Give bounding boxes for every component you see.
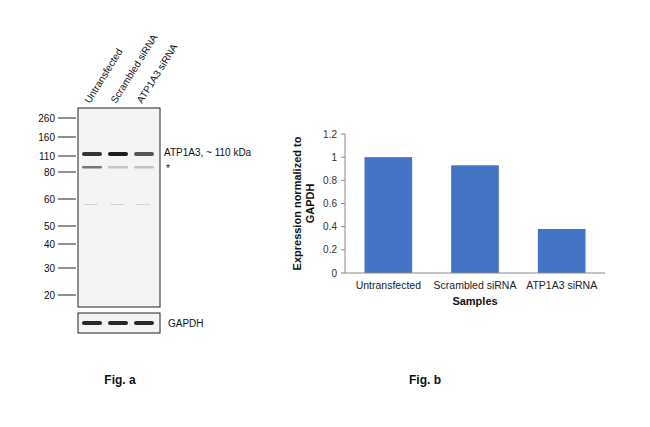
y-tick <box>341 249 345 250</box>
marker-tick <box>58 226 76 227</box>
y-tick <box>341 273 345 274</box>
y-axis <box>345 134 346 273</box>
band <box>134 166 154 169</box>
marker-label: 30 <box>44 263 56 274</box>
loading-control-label: GAPDH <box>168 318 204 329</box>
figure: UntransfectedScrambled siRNAATP1A3 siRNA… <box>0 0 650 427</box>
blot-panel: UntransfectedScrambled siRNAATP1A3 siRNA… <box>38 32 251 387</box>
y-tick-label: 1 <box>331 152 337 163</box>
y-tick-label: 1.2 <box>323 129 337 140</box>
y-axis-label-line: Expression normalized to <box>291 136 303 270</box>
marker-label: 160 <box>38 132 55 143</box>
background <box>0 0 650 427</box>
y-tick <box>341 203 345 204</box>
marker-label: 20 <box>44 290 56 301</box>
marker-tick <box>58 118 76 119</box>
marker-label: 80 <box>44 167 56 178</box>
y-tick-label: 0.4 <box>323 221 337 232</box>
y-tick <box>341 134 345 135</box>
figure-root: UntransfectedScrambled siRNAATP1A3 siRNA… <box>0 0 650 427</box>
band-label: ATP1A3, ~ 110 kDa <box>164 147 252 158</box>
loading-control-membrane <box>78 313 160 333</box>
bar-chart: 0 0.2 0.4 0.6 0.8 1 1.2 Untransfected Scrambled … <box>291 129 605 388</box>
band <box>108 152 128 156</box>
marker-label: 110 <box>39 151 55 162</box>
marker-label: 40 <box>44 239 56 250</box>
marker-tick <box>58 244 76 245</box>
band <box>136 204 150 205</box>
y-tick-label: 0 <box>331 268 337 279</box>
marker-tick <box>58 268 76 269</box>
y-tick-label: 0.2 <box>323 244 337 255</box>
marker-tick <box>58 156 76 157</box>
nonspecific-label: * <box>166 163 170 174</box>
caption: Fig. a <box>104 373 136 387</box>
lane-label: Scrambled siRNA <box>108 32 159 105</box>
marker-label: 50 <box>44 221 56 232</box>
bar <box>365 157 413 273</box>
band <box>82 166 102 169</box>
lane-label: ATP1A3 siRNA <box>134 42 179 105</box>
band <box>108 321 128 325</box>
x-axis <box>345 273 605 274</box>
y-tick-label: 0.8 <box>323 175 337 186</box>
band <box>134 152 154 156</box>
blot-membrane <box>78 108 160 307</box>
band <box>110 204 124 205</box>
band <box>82 321 102 325</box>
marker-tick <box>58 172 76 173</box>
bar <box>538 229 586 273</box>
marker-label: 260 <box>38 113 55 124</box>
y-tick <box>341 157 345 158</box>
y-tick <box>341 180 345 181</box>
bar <box>451 165 499 273</box>
x-tick-label: Untransfected <box>356 279 422 291</box>
band <box>134 321 154 325</box>
y-tick-label: 0.6 <box>323 198 337 209</box>
x-axis-label: Samples <box>452 295 497 307</box>
x-tick-label: Scrambled siRNA <box>434 279 517 291</box>
y-axis-label: Expression normalized toGAPDH <box>291 136 316 270</box>
marker-tick <box>58 199 76 200</box>
band <box>108 166 128 169</box>
x-tick-label: ATP1A3 siRNA <box>526 279 597 291</box>
y-tick <box>341 226 345 227</box>
y-axis-label-line: GAPDH <box>304 184 316 224</box>
bars <box>365 157 586 273</box>
marker-tick <box>58 137 76 138</box>
band <box>84 204 98 205</box>
marker-label: 60 <box>44 194 56 205</box>
band <box>82 152 102 156</box>
caption: Fig. b <box>409 373 441 387</box>
marker-tick <box>58 295 76 296</box>
